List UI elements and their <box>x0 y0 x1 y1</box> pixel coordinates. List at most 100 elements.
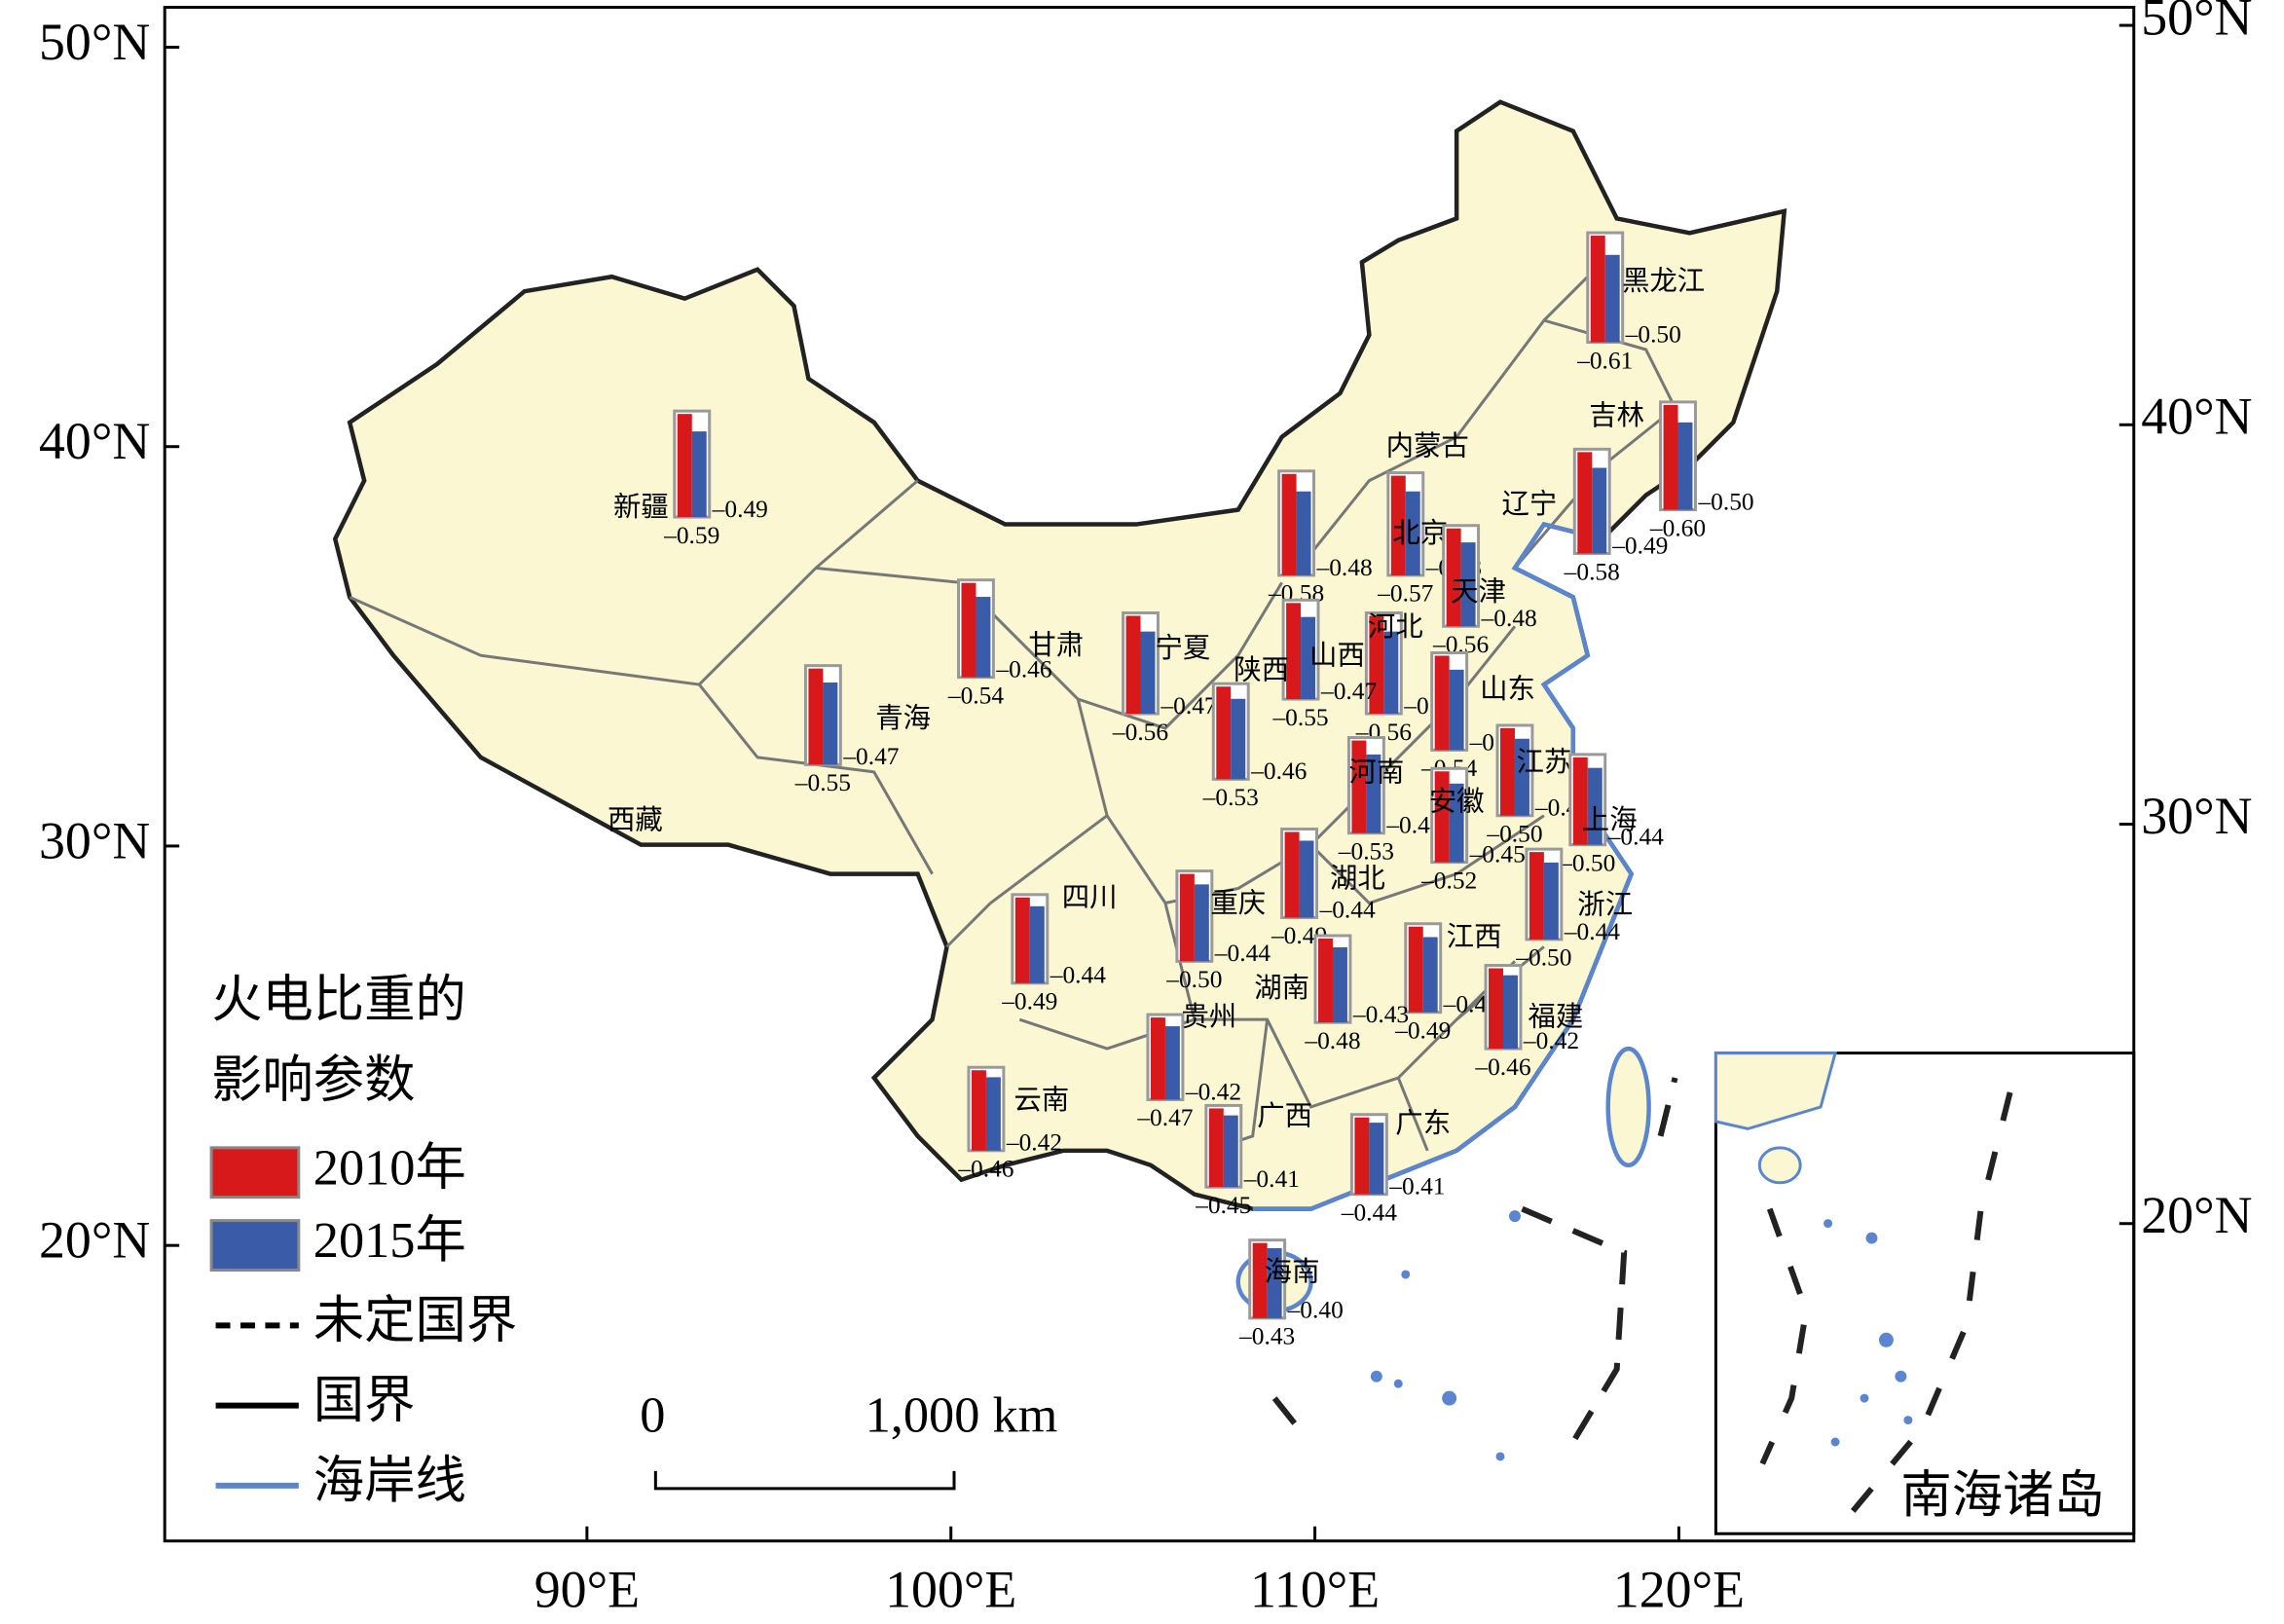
value-label: –0.46 <box>1250 757 1307 785</box>
value-label: –0.52 <box>1420 866 1477 894</box>
bar <box>1529 852 1544 940</box>
legend-label: 海岸线 <box>313 1453 466 1509</box>
region-label: 青海 <box>875 703 931 734</box>
value-label: –0.46 <box>1474 1052 1530 1081</box>
legend-swatch <box>209 1146 301 1200</box>
bars: –0.50–0.61黑龙江–0.50–0.60吉林–0.49–0.58辽宁–0.… <box>608 231 1754 1350</box>
bar <box>1500 727 1515 816</box>
y-tick-label: 40°N <box>39 412 150 470</box>
value-label: –0.55 <box>1271 703 1328 731</box>
bar <box>961 582 976 678</box>
bar <box>1390 475 1406 575</box>
region-label: 重庆 <box>1210 888 1266 919</box>
bar <box>1369 1123 1384 1195</box>
bar <box>985 1077 1001 1151</box>
value-label: –0.58 <box>1564 557 1620 585</box>
bar <box>1179 873 1195 962</box>
bar <box>691 431 707 518</box>
bar <box>1286 603 1302 700</box>
bar <box>1449 783 1464 863</box>
bar <box>1604 254 1620 343</box>
region-label: 河南 <box>1348 757 1404 788</box>
bar <box>1677 422 1693 510</box>
region-label: 陕西 <box>1234 655 1289 686</box>
value-label: –0.60 <box>1649 513 1706 541</box>
bar <box>1514 738 1529 816</box>
region-label: 吉林 <box>1589 400 1644 431</box>
bar <box>1223 1115 1238 1188</box>
scale-bar: 0 1,000 km <box>640 1387 1058 1491</box>
value-label: –0.40 <box>1287 1296 1344 1324</box>
legend: 火电比重的 影响参数 未定国界 国界 海岸线 <box>211 972 517 1509</box>
bar <box>1590 236 1605 343</box>
value-label: –0.49 <box>1611 531 1668 559</box>
value-label: –0.43 <box>1238 1322 1295 1350</box>
x-tick-label: 110°E <box>1250 1560 1380 1618</box>
region-label: 广东 <box>1395 1108 1451 1139</box>
value-label: –0.54 <box>947 681 1004 709</box>
y2-tick-label: 30°N <box>2141 787 2252 845</box>
region-label: 上海 <box>1582 805 1638 836</box>
bar <box>1489 968 1503 1050</box>
value-label: –0.49 <box>1394 1015 1451 1044</box>
region-label: 四川 <box>1062 883 1118 913</box>
value-label: –0.57 <box>1377 579 1433 608</box>
legend-swatch <box>209 1219 301 1272</box>
legend-title: 影响参数 <box>211 1052 415 1109</box>
scale-label: 1,000 km <box>866 1387 1058 1444</box>
region-label: 江西 <box>1447 921 1502 952</box>
legend-label: 国界 <box>313 1373 416 1429</box>
bar <box>1014 897 1030 983</box>
bar <box>1502 975 1518 1050</box>
x-tick-label: 120°E <box>1613 1560 1745 1618</box>
value-label: –0.53 <box>1338 836 1394 865</box>
value-label: –0.61 <box>1576 346 1633 374</box>
value-label: –0.50 <box>1625 319 1681 348</box>
region-label: 天津 <box>1451 577 1506 608</box>
bar <box>1150 1017 1165 1100</box>
bar <box>1408 926 1423 1013</box>
bar <box>1422 937 1438 1013</box>
value-label: –0.43 <box>1352 1000 1409 1028</box>
value-label: –0.50 <box>1486 820 1542 848</box>
bar <box>823 683 838 765</box>
value-label: –0.48 <box>1481 604 1537 632</box>
bar <box>1369 615 1384 715</box>
bar <box>1434 771 1450 863</box>
region-label: 山西 <box>1309 641 1365 672</box>
bar <box>971 1070 986 1151</box>
region-label: 甘肃 <box>1028 630 1084 661</box>
region-label: 黑龙江 <box>1622 266 1705 297</box>
bar <box>1577 452 1593 554</box>
bar <box>1572 757 1588 845</box>
value-label: –0.44 <box>1564 917 1620 945</box>
legend-title: 火电比重的 <box>211 972 466 1028</box>
bar <box>808 668 824 765</box>
y-tick-label: 30°N <box>39 811 150 869</box>
value-label: –0.44 <box>1341 1198 1397 1226</box>
region-label: 河北 <box>1368 612 1423 643</box>
bar <box>1446 528 1461 627</box>
value-label: –0.48 <box>1316 553 1373 581</box>
bar <box>1299 840 1314 918</box>
bar <box>1434 655 1450 751</box>
value-label: –0.45 <box>1195 1191 1251 1219</box>
bar <box>1405 491 1420 575</box>
bar <box>1332 946 1347 1023</box>
legend-label: 未定国界 <box>313 1292 517 1348</box>
value-label: –0.47 <box>1160 691 1216 720</box>
inset-label: 南海诸岛 <box>1900 1467 2104 1524</box>
region-label: 贵州 <box>1181 1002 1236 1033</box>
bar <box>1164 1026 1180 1100</box>
y2-tick-label: 40°N <box>2141 388 2252 446</box>
inset-land <box>1713 1052 1838 1130</box>
value-label: –0.48 <box>1304 1026 1360 1054</box>
bar <box>1592 467 1607 554</box>
scale-label: 0 <box>640 1387 665 1444</box>
bar <box>976 597 991 678</box>
legend-label: 2010年 <box>313 1139 466 1196</box>
value-label: –0.47 <box>1136 1103 1193 1131</box>
inset-border <box>1759 1091 2013 1517</box>
bar <box>1449 669 1464 751</box>
